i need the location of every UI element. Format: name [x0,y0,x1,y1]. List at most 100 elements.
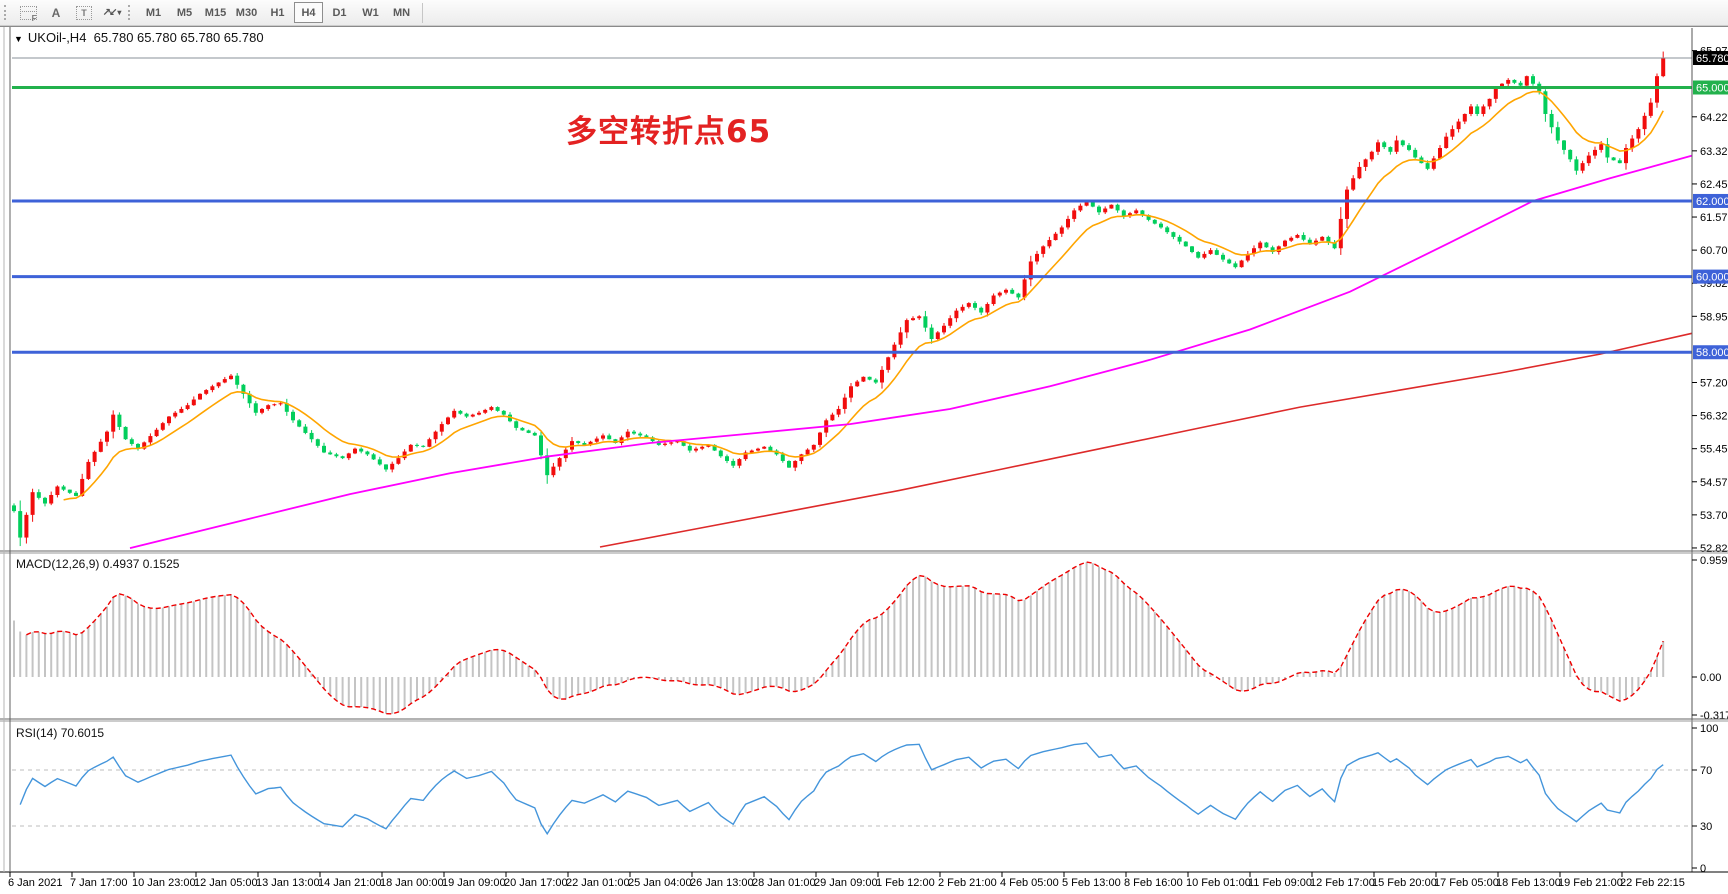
svg-text:5 Feb 13:00: 5 Feb 13:00 [1062,877,1121,889]
chart-canvas[interactable]: 65.97564.22563.32562.45061.57560.70059.8… [0,26,1728,894]
chevron-down-icon: ▾ [117,8,122,17]
svg-text:15 Feb 20:00: 15 Feb 20:00 [1372,877,1437,889]
svg-text:55.450: 55.450 [1700,444,1728,456]
horizontal-lines [12,57,1692,354]
timeframe-button-d1[interactable]: D1 [332,6,347,19]
macd-name: MACD(12,26,9) [16,557,100,571]
svg-text:12 Jan 05:00: 12 Jan 05:00 [194,877,258,889]
svg-text:22 Jan 01:00: 22 Jan 01:00 [566,877,630,889]
svg-text:19 Jan 09:00: 19 Jan 09:00 [442,877,506,889]
arrows-icon: ↗↙ [102,7,118,18]
svg-text:56.325: 56.325 [1700,411,1728,423]
price-box-62.000 [1693,193,1728,208]
svg-text:60.700: 60.700 [1700,245,1728,257]
timeframe-button-mn[interactable]: MN [392,6,411,19]
text-tool-button[interactable]: A [43,2,69,24]
svg-text:8 Feb 16:00: 8 Feb 16:00 [1124,877,1183,889]
toolbar-drag-handle[interactable] [4,5,10,20]
candles [12,51,1666,547]
svg-text:10 Jan 23:00: 10 Jan 23:00 [132,877,196,889]
price-box-58.000 [1693,345,1728,360]
timeframe-button-w1[interactable]: W1 [362,6,379,19]
svg-text:65.000: 65.000 [1696,82,1728,94]
svg-text:30: 30 [1700,821,1712,833]
svg-text:58.000: 58.000 [1696,347,1728,359]
svg-text:0.00: 0.00 [1700,672,1721,684]
grid-f-icon: F [19,5,37,23]
ohlc-readout: 65.780 65.780 65.780 65.780 [93,30,264,45]
svg-text:22 Feb 22:15: 22 Feb 22:15 [1620,877,1685,889]
svg-text:54.575: 54.575 [1700,477,1728,489]
letter-a-icon: A [51,5,61,20]
svg-text:62.000: 62.000 [1696,196,1728,208]
svg-text:18 Feb 13:00: 18 Feb 13:00 [1496,877,1561,889]
svg-text:20 Jan 17:00: 20 Jan 17:00 [504,877,568,889]
svg-text:4 Feb 05:00: 4 Feb 05:00 [1000,877,1059,889]
svg-text:52.825: 52.825 [1700,543,1728,555]
macd-panel[interactable]: 0.959 0.00 -0.3171 [13,555,1728,722]
price-box-65.780 [1693,51,1728,65]
svg-text:100: 100 [1700,723,1718,735]
timeframe-button-h1[interactable]: H1 [270,6,285,19]
chart-window[interactable]: 65.97564.22563.32562.45061.57560.70059.8… [0,26,1728,894]
chart-dropdown-icon[interactable]: ▼ [14,34,23,44]
macd-indicator-label: MACD(12,26,9) 0.4937 0.1525 [16,557,179,571]
price-box-65.000 [1693,80,1728,95]
svg-text:12 Feb 17:00: 12 Feb 17:00 [1310,877,1375,889]
svg-text:65.780: 65.780 [1696,53,1728,65]
svg-text:60.000: 60.000 [1696,272,1728,284]
svg-text:53.700: 53.700 [1700,510,1728,522]
svg-text:26 Jan 13:00: 26 Jan 13:00 [690,877,754,889]
toolbar-separator [422,2,423,23]
svg-text:-0.3171: -0.3171 [1700,710,1728,722]
window-frame [0,26,1728,873]
svg-text:2 Feb 21:00: 2 Feb 21:00 [938,877,997,889]
grid-f-tool-button[interactable]: F [15,2,41,24]
timeframe-button-m1[interactable]: M1 [145,6,162,19]
rsi-panel[interactable]: 100 70 30 0 [12,723,1718,875]
svg-text:14 Jan 21:00: 14 Jan 21:00 [318,877,382,889]
svg-text:62.450: 62.450 [1700,179,1728,191]
drawing-tools-group: F A T ↗↙ ▾ [14,2,126,24]
timeframe-button-h4[interactable]: H4 [294,2,323,23]
svg-text:10 Feb 01:00: 10 Feb 01:00 [1186,877,1251,889]
svg-text:6 Jan 2021: 6 Jan 2021 [8,877,62,889]
svg-text:19 Feb 21:00: 19 Feb 21:00 [1558,877,1623,889]
label-tool-button[interactable]: T [71,2,97,24]
timeframe-button-m15[interactable]: M15 [204,6,227,19]
symbol-period-label: UKOil-,H4 [27,30,87,45]
price-axis[interactable]: 65.97564.22563.32562.45061.57560.70059.8… [1691,28,1728,872]
svg-text:70: 70 [1700,765,1712,777]
svg-text:0.959: 0.959 [1700,555,1728,567]
price-box-60.000 [1693,269,1728,284]
chart-title: ▼ UKOil-,H4 65.780 65.780 65.780 65.780 [14,30,264,45]
svg-text:61.575: 61.575 [1700,212,1728,224]
arrows-tool-button[interactable]: ↗↙ ▾ [99,2,125,24]
svg-text:29 Jan 09:00: 29 Jan 09:00 [814,877,878,889]
label-box-icon: T [76,5,92,20]
rsi-name: RSI(14) [16,726,58,740]
svg-text:11 Feb 09:00: 11 Feb 09:00 [1248,877,1312,889]
chart-annotation-text[interactable]: 多空转折点65 [566,114,772,150]
timeframe-button-m30[interactable]: M30 [235,6,258,19]
svg-text:0: 0 [1700,863,1706,875]
timeframes-group: M1 M5 M15 M30 H1 H4 D1 W1 MN [138,2,417,23]
rsi-indicator-label: RSI(14) 70.6015 [16,726,104,740]
svg-text:25 Jan 04:00: 25 Jan 04:00 [628,877,692,889]
moving-averages [63,90,1693,549]
svg-text:28 Jan 01:00: 28 Jan 01:00 [752,877,816,889]
svg-text:63.325: 63.325 [1700,146,1728,158]
rsi-value: 70.6015 [60,726,105,740]
svg-text:18 Jan 00:00: 18 Jan 00:00 [380,877,444,889]
svg-text:64.225: 64.225 [1700,112,1728,124]
svg-text:58.950: 58.950 [1700,311,1728,323]
svg-text:13 Jan 13:00: 13 Jan 13:00 [256,877,320,889]
toolbar: F A T ↗↙ ▾ M1 M5 M15 M30 H1 H4 D1 W1 MN [0,0,1728,26]
toolbar-drag-handle-2[interactable] [128,5,134,20]
macd-values: 0.4937 0.1525 [102,557,180,571]
timeframe-button-m5[interactable]: M5 [176,6,193,19]
svg-text:7 Jan 17:00: 7 Jan 17:00 [70,877,128,889]
svg-text:1 Feb 12:00: 1 Feb 12:00 [876,877,935,889]
